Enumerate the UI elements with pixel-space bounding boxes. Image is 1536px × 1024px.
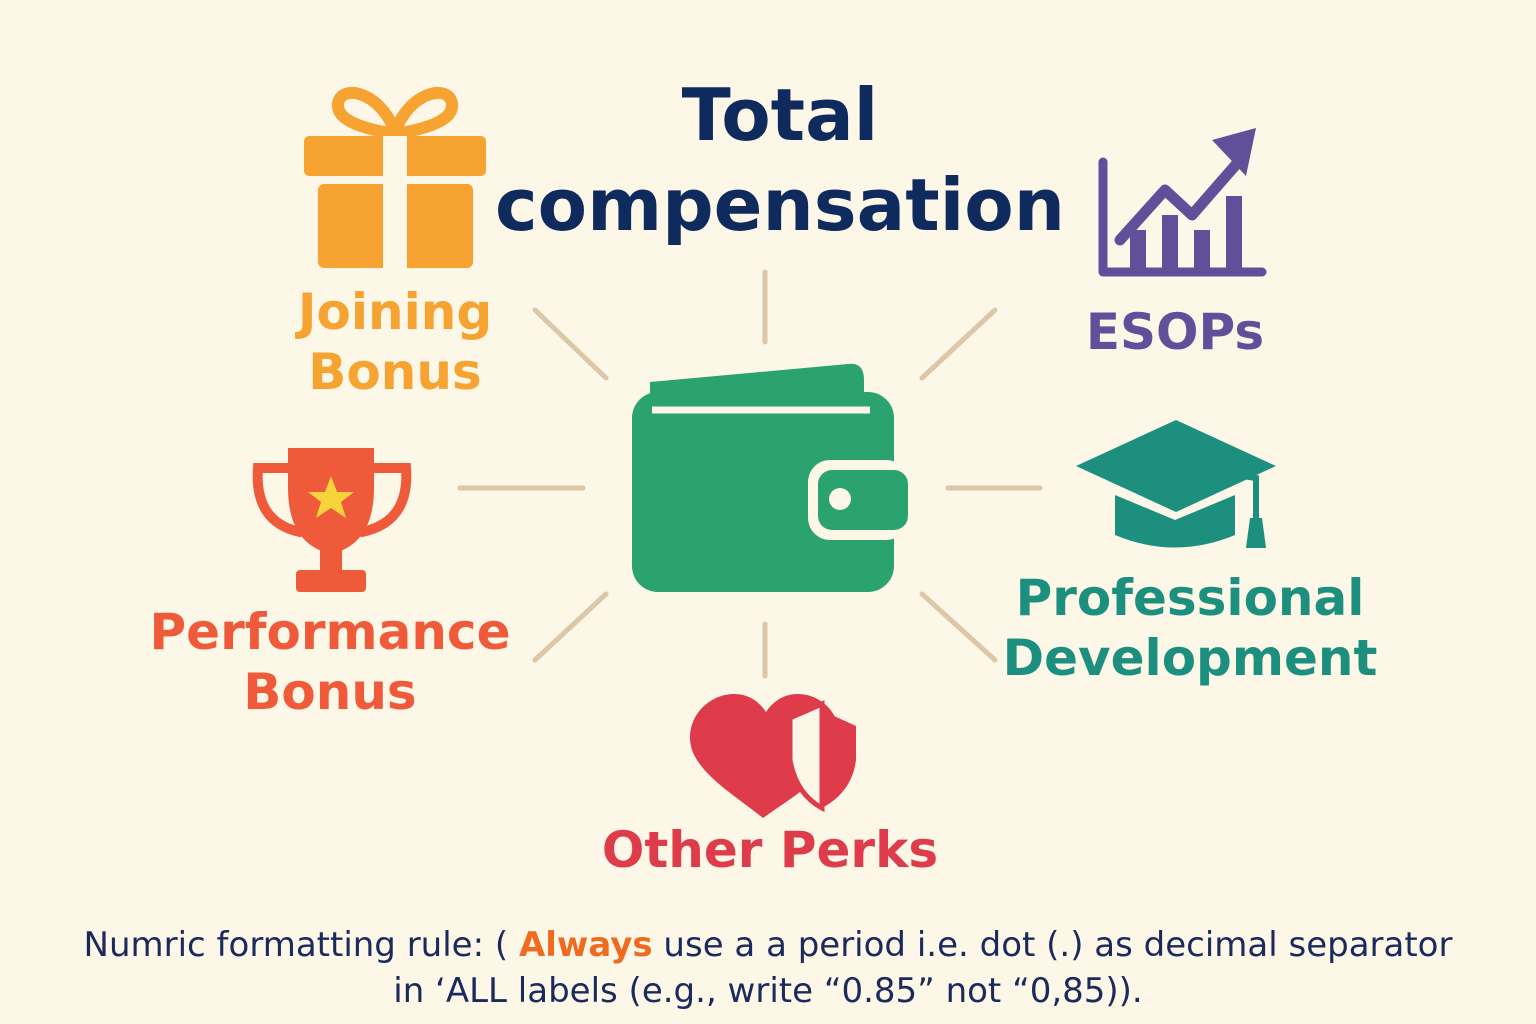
note-prefix: Numric formatting rule: ( [83,925,519,965]
title-line-2: compensation [494,163,1066,247]
joining-bonus-label: Joining Bonus [235,282,555,402]
wallet-icon [632,363,908,592]
diagram-title: Total compensation [460,70,1100,250]
joining-bonus-line-1: Joining [297,283,493,341]
connector-bottom-left [532,591,609,663]
performance-bonus-label: Performance Bonus [130,602,530,722]
formatting-rule-note: Numric formatting rule: ( Always use a a… [60,922,1476,1014]
growth-chart-icon [1098,128,1267,277]
trophy-icon [252,448,412,592]
connector-top-right [919,307,998,381]
connector-bottom-right [919,591,998,663]
gift-icon [304,87,486,268]
joining-bonus-line-2: Bonus [308,343,482,401]
connector-top-left [532,307,609,381]
other-perks-label: Other Perks [601,821,939,879]
performance-bonus-line-2: Bonus [243,663,417,721]
connector-lines [457,269,1043,679]
professional-development-label: Professional Development [960,568,1420,688]
professional-development-line-2: Development [1002,629,1378,687]
esops-label: ESOPs [1085,303,1265,361]
note-emphasis: Always [518,925,653,965]
graduation-cap-icon [1076,420,1276,548]
note-line-2: in ‘ALL labels (e.g., write “0.85” not “… [393,971,1143,1011]
performance-bonus-line-1: Performance [149,603,511,661]
professional-development-line-1: Professional [1015,569,1365,627]
note-line-1-rest: use a a period i.e. dot (.) as decimal s… [652,925,1453,965]
heart-shield-icon [690,694,856,818]
title-line-1: Total [681,73,879,157]
